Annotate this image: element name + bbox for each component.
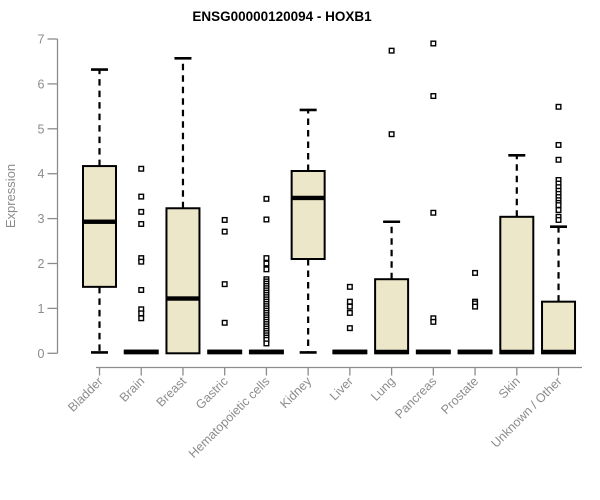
- outlier-pancreas: [430, 93, 437, 100]
- outlier-prostate: [472, 303, 479, 310]
- outlier-hematopoietic-cells: [263, 255, 270, 262]
- outlier-hematopoietic-cells: [263, 260, 270, 267]
- median-bladder: [83, 219, 116, 224]
- outlier-brain: [138, 220, 145, 227]
- x-category-label: Pancreas: [392, 374, 439, 421]
- median-gastric: [208, 349, 242, 355]
- outlier-lung: [388, 47, 395, 54]
- outlier-gastric: [221, 228, 228, 235]
- outlier-liver: [346, 298, 353, 305]
- median-skin: [500, 349, 534, 355]
- y-tick-label: 0: [38, 347, 45, 361]
- x-category-label: Breast: [154, 374, 190, 410]
- box-lung: [374, 278, 410, 355]
- outlier-brain: [138, 193, 145, 200]
- x-category-label: Prostate: [438, 374, 481, 417]
- outlier-brain: [138, 208, 145, 215]
- outlier-unknown-other: [555, 207, 562, 214]
- median-hematopoietic-cells: [249, 349, 283, 355]
- x-category-label: Kidney: [277, 374, 314, 411]
- outlier-hematopoietic-cells: [263, 216, 270, 223]
- x-category-label: Brain: [117, 374, 148, 405]
- median-lung: [375, 349, 409, 355]
- outlier-unknown-other: [555, 141, 562, 148]
- outlier-brain: [138, 310, 145, 317]
- y-tick-label: 1: [38, 302, 45, 316]
- outlier-liver: [346, 325, 353, 332]
- x-category-label: Skin: [496, 374, 523, 401]
- box-kidney: [290, 170, 326, 261]
- x-category-label: Unknown / Other: [488, 374, 564, 450]
- y-axis-label: Expression: [3, 164, 18, 228]
- outlier-pancreas: [430, 40, 437, 47]
- outlier-hematopoietic-cells: [263, 340, 270, 347]
- median-liver: [333, 349, 367, 355]
- median-pancreas: [416, 349, 450, 355]
- box-unknown-other: [541, 300, 577, 355]
- outlier-unknown-other: [555, 156, 562, 163]
- x-category-label: Lung: [368, 374, 398, 404]
- box-bladder: [82, 165, 117, 288]
- median-prostate: [458, 349, 492, 355]
- chart-title: ENSG00000120094 - HOXB1: [192, 9, 372, 24]
- median-breast: [166, 296, 200, 301]
- plot-area: 0 1 2 3 4 5 6 7 Bladder Brain Breast GastricHematop…: [38, 33, 582, 461]
- x-category-label: Liver: [327, 374, 356, 403]
- y-tick-label: 5: [38, 122, 45, 136]
- outlier-brain: [138, 258, 145, 265]
- median-unknown-other: [542, 349, 576, 355]
- x-category-label: Gastric: [193, 374, 231, 412]
- outlier-brain: [138, 165, 145, 172]
- outlier-hematopoietic-cells: [263, 195, 270, 202]
- outlier-gastric: [221, 281, 228, 288]
- outlier-liver: [346, 309, 353, 316]
- outlier-prostate: [472, 269, 479, 276]
- outlier-gastric: [221, 216, 228, 223]
- outlier-lung: [388, 131, 395, 138]
- y-tick-label: 2: [38, 257, 45, 271]
- y-tick-label: 4: [38, 167, 45, 181]
- outlier-hematopoietic-cells: [263, 266, 270, 273]
- box-breast: [165, 207, 201, 355]
- x-category-label: Bladder: [65, 374, 105, 414]
- median-brain: [124, 349, 158, 355]
- median-kidney: [291, 195, 325, 201]
- outlier-unknown-other: [555, 103, 562, 110]
- outlier-unknown-other: [555, 216, 562, 223]
- outlier-liver: [346, 283, 353, 290]
- outlier-brain: [138, 315, 145, 322]
- y-tick-label: 3: [38, 212, 45, 226]
- outlier-gastric: [221, 319, 228, 326]
- outlier-unknown-other: [555, 202, 562, 209]
- y-tick-label: 7: [38, 33, 45, 47]
- outlier-pancreas: [430, 209, 437, 216]
- y-tick-label: 6: [38, 77, 45, 91]
- outlier-liver: [346, 303, 353, 310]
- outlier-pancreas: [430, 318, 437, 325]
- outlier-brain: [138, 286, 145, 293]
- box-skin: [499, 215, 535, 355]
- x-category-label: Hematopoietic cells: [186, 374, 273, 461]
